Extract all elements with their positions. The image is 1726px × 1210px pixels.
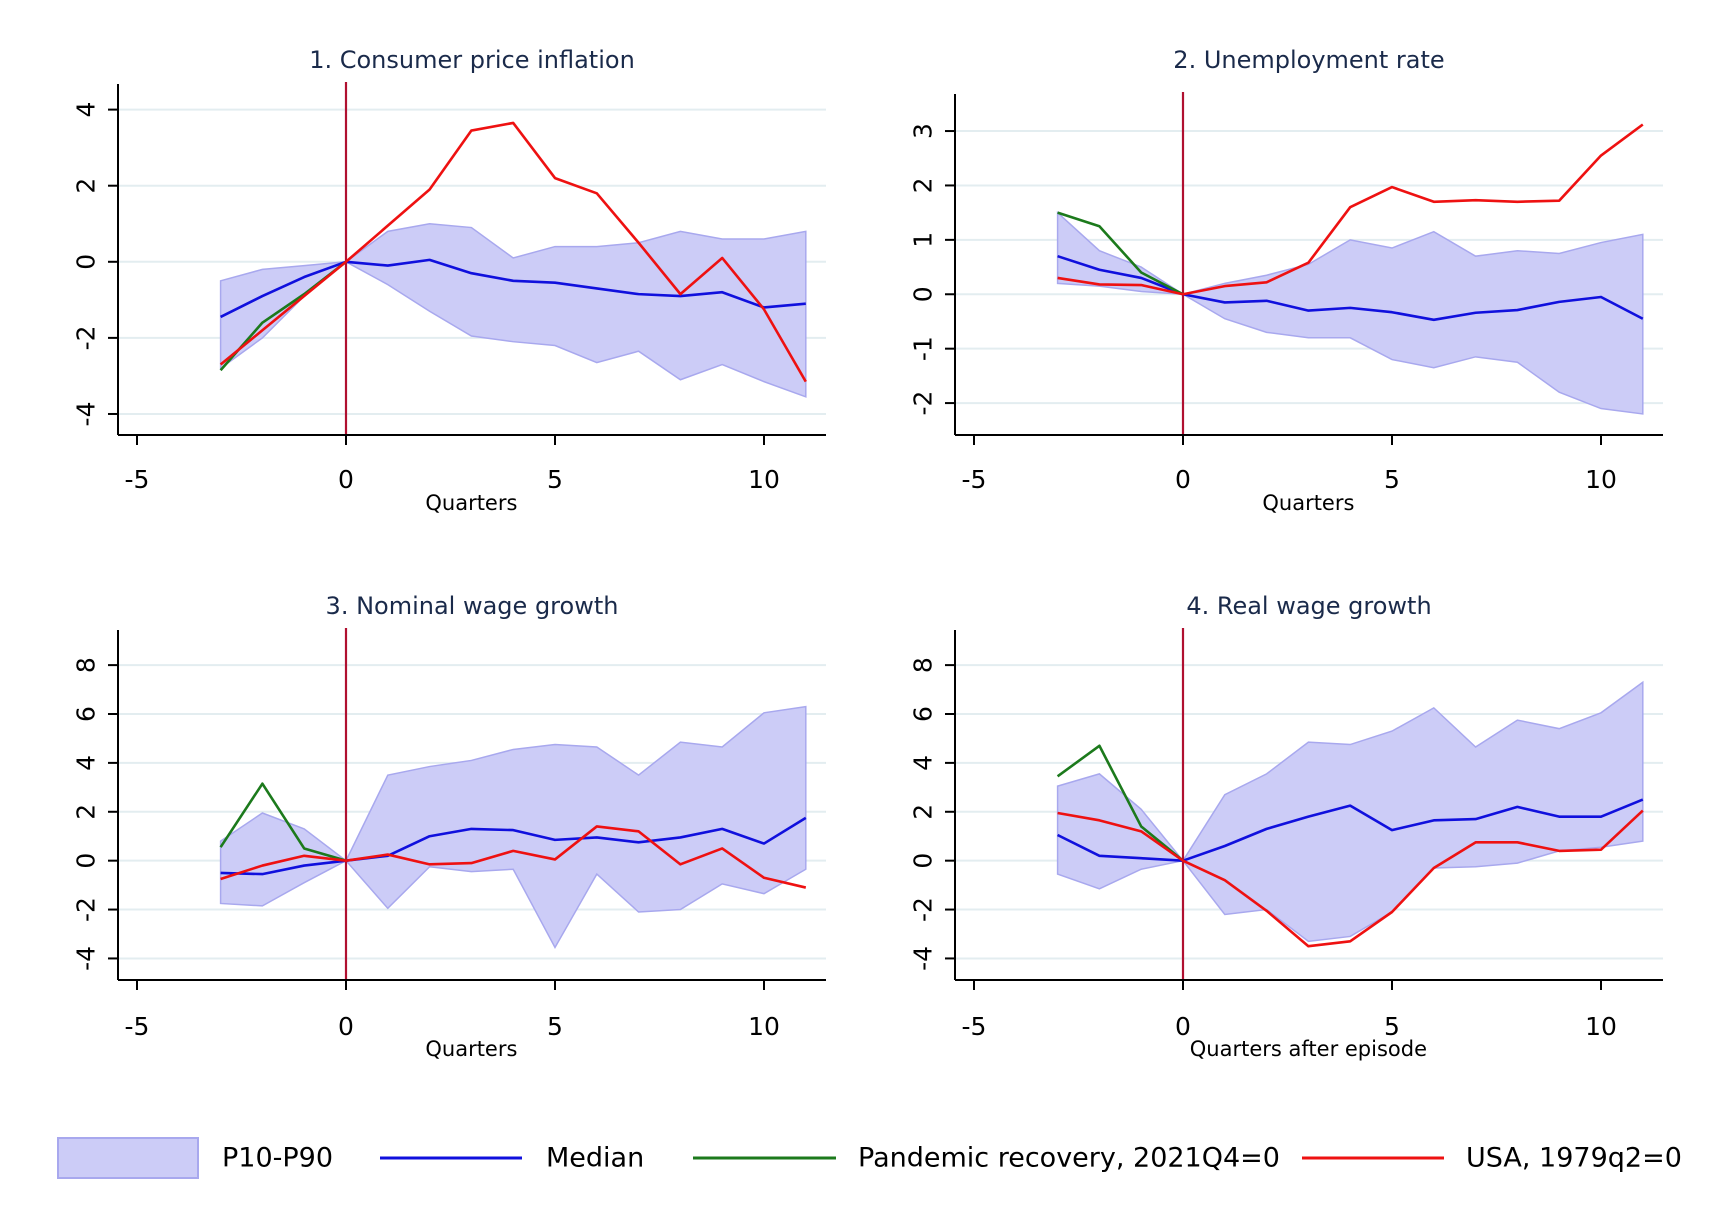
panel-title: 1. Consumer price inflation — [309, 46, 635, 74]
x-tick-label: 0 — [1175, 465, 1191, 494]
series-median — [220, 258, 806, 319]
y-tick-label: 4 — [72, 102, 101, 118]
x-tick-label: 10 — [748, 465, 780, 494]
legend-label-median: Median — [546, 1143, 644, 1174]
y-tick-label: -4 — [72, 946, 101, 971]
series-pandemic — [1057, 211, 1184, 296]
x-tick-label: -5 — [962, 465, 987, 494]
legend-swatch-band — [57, 1137, 199, 1179]
series-median — [1057, 254, 1644, 322]
y-tick-label: -2 — [909, 897, 938, 922]
series-pandemic — [219, 782, 347, 862]
band-p10-p90 — [1056, 680, 1644, 943]
y-tick-label: 2 — [909, 177, 938, 193]
y-tick-label: 0 — [909, 853, 938, 869]
panel-title: 2. Unemployment rate — [1173, 46, 1444, 74]
x-tick-label: 5 — [547, 1012, 563, 1041]
panel-title: 4. Real wage growth — [1186, 592, 1431, 620]
x-tick-label: -5 — [125, 1012, 150, 1041]
panel-1: -5 0 5 10 -4 -2 0 2 4 1. Consumer price inflation… — [72, 46, 826, 515]
x-axis-title: Quarters — [425, 1037, 517, 1061]
series-usa — [219, 121, 807, 383]
series-median — [220, 816, 807, 876]
x-tick-label: 5 — [1384, 465, 1400, 494]
panel-2: -5 0 5 10 -2 -1 0 1 2 3 2. Unemployment rate Quarte… — [909, 46, 1663, 515]
y-tick-label: 4 — [72, 755, 101, 771]
x-tick-label: 0 — [338, 1012, 354, 1041]
legend-label-band: P10-P90 — [222, 1143, 333, 1174]
y-tick-label: -2 — [72, 897, 101, 922]
legend: P10-P90 Median Pandemic recovery, 2021Q4=0… — [57, 1137, 1682, 1179]
y-tick-label: 1 — [909, 232, 938, 248]
y-tick-label: -4 — [909, 946, 938, 971]
x-axis-title: Quarters after episode — [1190, 1037, 1427, 1061]
y-tick-label: -4 — [72, 402, 101, 427]
y-tick-label: -2 — [72, 325, 101, 350]
y-tick-label: 6 — [72, 706, 101, 722]
series-median — [1057, 798, 1644, 862]
band-p10-p90 — [219, 705, 807, 949]
series-usa — [1057, 809, 1644, 948]
x-tick-label: 5 — [547, 465, 563, 494]
y-tick-label: 2 — [909, 804, 938, 820]
series-usa — [220, 825, 807, 889]
y-tick-label: 2 — [72, 804, 101, 820]
y-tick-label: -2 — [909, 391, 938, 416]
y-tick-label: 8 — [909, 657, 938, 673]
y-tick-label: 3 — [909, 123, 938, 139]
band-p10-p90 — [219, 222, 807, 398]
panel-title: 3. Nominal wage growth — [326, 592, 619, 620]
panel-4: -5 0 5 10 -4 -2 0 2 4 6 8 4. Real wage growth Quarte… — [909, 592, 1663, 1061]
y-tick-label: 0 — [72, 254, 101, 270]
legend-label-usa: USA, 1979q2=0 — [1466, 1143, 1682, 1174]
band-p10-p90 — [1056, 210, 1644, 415]
x-tick-label: 10 — [1585, 465, 1617, 494]
series-usa — [1057, 123, 1644, 296]
legend-label-pandemic: Pandemic recovery, 2021Q4=0 — [858, 1143, 1280, 1174]
panel-3: -5 0 5 10 -4 -2 0 2 4 6 8 3. Nominal wage growth Qua… — [72, 592, 826, 1061]
y-tick-label: 8 — [72, 657, 101, 673]
x-axis-title: Quarters — [1262, 491, 1354, 515]
y-tick-label: 2 — [72, 178, 101, 194]
y-tick-label: -1 — [909, 336, 938, 361]
x-tick-label: 0 — [338, 465, 354, 494]
y-tick-label: 6 — [909, 706, 938, 722]
x-axis-title: Quarters — [425, 491, 517, 515]
series-pandemic — [1056, 744, 1184, 862]
x-tick-label: 0 — [1175, 1012, 1191, 1041]
y-tick-label: 4 — [909, 755, 938, 771]
y-tick-label: 0 — [909, 286, 938, 302]
x-tick-label: 5 — [1384, 1012, 1400, 1041]
x-tick-label: 10 — [1585, 1012, 1617, 1041]
x-tick-label: 10 — [748, 1012, 780, 1041]
x-tick-label: -5 — [125, 465, 150, 494]
y-tick-label: 0 — [72, 853, 101, 869]
x-tick-label: -5 — [962, 1012, 987, 1041]
